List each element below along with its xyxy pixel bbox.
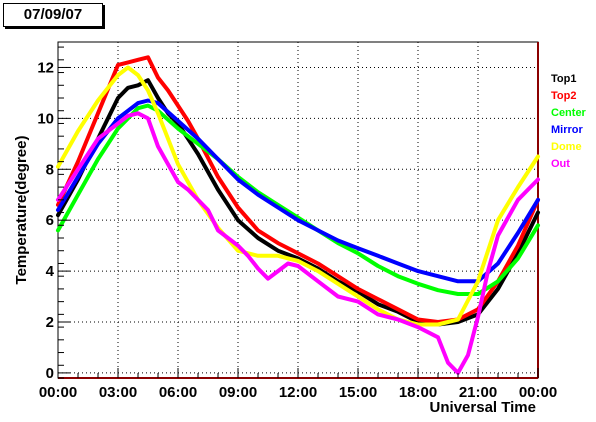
x-tick-label: 00:00 [519, 384, 557, 401]
series-line-mirror [56, 98, 540, 284]
x-tick-label: 00:00 [39, 384, 77, 401]
legend-entry-center: Center [551, 107, 587, 119]
y-tick-label: 10 [37, 110, 54, 127]
y-tick-label: 6 [46, 212, 54, 229]
gridlines [58, 42, 538, 378]
x-tick-label: 12:00 [279, 384, 317, 401]
legend: Top1 Top2 Center Mirror Dome Out [551, 73, 587, 170]
series-line-out [56, 111, 540, 375]
series-line-dome [56, 65, 540, 327]
date-label: 07/09/07 [3, 3, 103, 27]
legend-entry-mirror: Mirror [551, 124, 584, 136]
x-tick-label: 09:00 [219, 384, 257, 401]
legend-entry-out: Out [551, 158, 570, 170]
x-tick-label: 03:00 [99, 384, 137, 401]
x-tick-label: 15:00 [339, 384, 377, 401]
x-tick-label: 06:00 [159, 384, 197, 401]
legend-entry-dome: Dome [551, 141, 582, 153]
legend-entry-top1: Top1 [551, 73, 576, 85]
axis-ticks: 00:00 03:00 06:00 09:00 12:00 15:00 18:00 21:00… [37, 46, 557, 401]
x-axis-title: Universal Time [430, 399, 536, 416]
series-line-center [56, 103, 540, 296]
y-tick-label: 0 [46, 365, 54, 382]
series-layer [56, 55, 540, 375]
y-axis-title: Temperature(degree) [13, 136, 30, 285]
y-tick-label: 4 [46, 263, 55, 280]
y-tick-label: 8 [46, 161, 54, 178]
legend-entry-top2: Top2 [551, 90, 576, 102]
x-tick-label: 21:00 [459, 384, 497, 401]
y-tick-label: 2 [46, 314, 54, 331]
y-tick-label: 12 [37, 59, 54, 76]
x-tick-label: 18:00 [399, 384, 437, 401]
